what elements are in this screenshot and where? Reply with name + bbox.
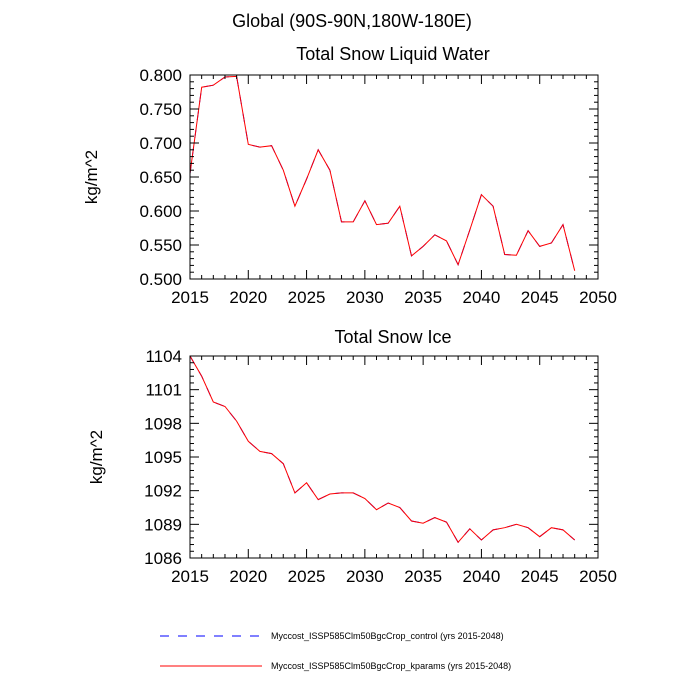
x-tick-label: 2045 bbox=[521, 567, 559, 586]
plot-area: 2015 2020 2025 2030 2035 2040 2045 2050 0.500 0.5… bbox=[139, 66, 616, 307]
x-tick-label: 2040 bbox=[463, 288, 501, 307]
y-tick-label: 1095 bbox=[144, 448, 182, 467]
y-axis-label: kg/m^2 bbox=[82, 150, 101, 204]
y-tick-label: 0.750 bbox=[139, 100, 182, 119]
plot-frame bbox=[189, 355, 599, 559]
y-tick-label: 1104 bbox=[145, 347, 182, 366]
x-tick-label: 2015 bbox=[171, 567, 209, 586]
x-tick-label: 2015 bbox=[171, 288, 209, 307]
x-tick-label: 2020 bbox=[229, 567, 267, 586]
series-line-kparams bbox=[189, 355, 576, 544]
legend: Myccost_ISSP585Clm50BgcCrop_control (yrs… bbox=[160, 631, 511, 671]
series-line-control bbox=[189, 75, 576, 271]
plot-frame bbox=[189, 74, 599, 280]
y-tick-label: 0.800 bbox=[139, 66, 182, 85]
legend-label-kparams: Myccost_ISSP585Clm50BgcCrop_kparams (yrs… bbox=[271, 661, 511, 671]
y-tick-label: 1089 bbox=[144, 515, 182, 534]
x-tick-label: 2045 bbox=[521, 288, 559, 307]
series-line-control bbox=[189, 355, 576, 544]
y-tick-label: 1092 bbox=[144, 482, 182, 501]
legend-label-control: Myccost_ISSP585Clm50BgcCrop_control (yrs… bbox=[271, 631, 504, 641]
legend-entry-kparams: Myccost_ISSP585Clm50BgcCrop_kparams (yrs… bbox=[160, 661, 511, 671]
y-tick-label: 0.700 bbox=[139, 134, 182, 153]
panel-total-snow-ice: Total Snow Ice kg/m^2 2015 2020 2025 2030 20… bbox=[87, 327, 617, 586]
x-tick-label: 2035 bbox=[404, 567, 442, 586]
x-tick-label: 2030 bbox=[346, 288, 384, 307]
series-line-kparams bbox=[189, 75, 576, 271]
y-tick-label: 0.650 bbox=[139, 168, 182, 187]
y-tick-label: 0.600 bbox=[139, 202, 182, 221]
x-tick-label: 2035 bbox=[404, 288, 442, 307]
panel-title: Total Snow Ice bbox=[334, 327, 451, 347]
y-tick-label: 1086 bbox=[144, 549, 182, 568]
x-tick-label: 2025 bbox=[288, 288, 326, 307]
x-tick-label: 2020 bbox=[229, 288, 267, 307]
y-tick-label: 1101 bbox=[145, 381, 182, 400]
x-tick-label: 2050 bbox=[579, 567, 617, 586]
y-axis-label: kg/m^2 bbox=[87, 430, 106, 484]
legend-entry-control: Myccost_ISSP585Clm50BgcCrop_control (yrs… bbox=[160, 631, 504, 641]
panel-title: Total Snow Liquid Water bbox=[296, 44, 489, 64]
x-tick-label: 2030 bbox=[346, 567, 384, 586]
x-tick-label: 2025 bbox=[288, 567, 326, 586]
plot-area: 2015 2020 2025 2030 2035 2040 2045 2050 1086 1089… bbox=[144, 347, 617, 586]
y-tick-label: 0.550 bbox=[139, 236, 182, 255]
y-tick-label: 1098 bbox=[144, 414, 182, 433]
y-tick-label: 0.500 bbox=[139, 270, 182, 289]
x-tick-label: 2050 bbox=[579, 288, 617, 307]
x-tick-label: 2040 bbox=[463, 567, 501, 586]
panel-total-snow-liquid-water: Total Snow Liquid Water kg/m^2 2015 2020 2… bbox=[82, 44, 617, 307]
figure-suptitle: Global (90S-90N,180W-180E) bbox=[232, 11, 472, 31]
